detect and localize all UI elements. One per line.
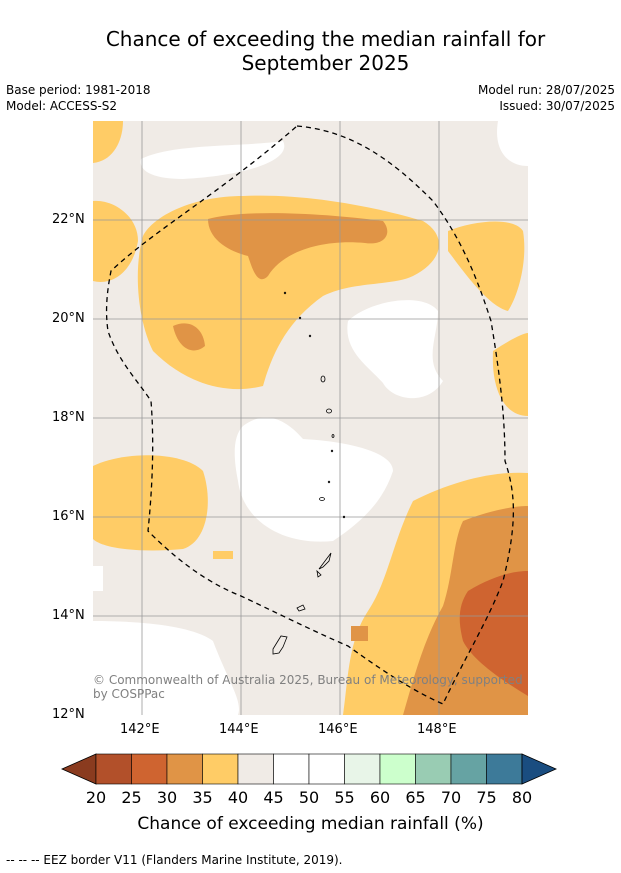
colorbar-swatch	[415, 753, 452, 785]
region-white-bottom-left	[93, 621, 239, 715]
map-panel	[93, 121, 528, 715]
colorbar-swatch	[486, 753, 523, 785]
x-tick-142: 142°E	[120, 722, 160, 737]
region-white-top-right	[497, 121, 528, 166]
colorbar-label: Chance of exceeding median rainfall (%)	[137, 814, 484, 834]
colorbar-tick-label: 20	[85, 788, 107, 807]
model-name: Model: ACCESS-S2	[6, 99, 118, 113]
colorbar-swatch	[237, 753, 274, 785]
region-orange-right-mid	[492, 333, 528, 416]
colorbar-tick-label: 75	[476, 788, 497, 807]
colorbar-tick-label: 30	[156, 788, 178, 807]
region-orange-left-top	[93, 200, 138, 282]
copyright-notice: © Commonwealth of Australia 2025, Bureau…	[93, 673, 523, 701]
colorbar-tick-label: 55	[334, 788, 355, 807]
model-run: Model run: 28/07/2025	[477, 83, 615, 97]
colorbar-under-arrow	[61, 753, 97, 785]
colorbar-over-arrow	[521, 753, 557, 785]
colorbar-tick-label: 80	[511, 788, 533, 807]
colorbar-swatch	[95, 753, 132, 785]
y-tick-18: 18°N	[52, 410, 85, 425]
x-tick-148: 148°E	[417, 722, 457, 737]
region-orange-small-spot	[213, 551, 233, 559]
y-tick-12: 12°N	[52, 707, 85, 722]
x-tick-146: 146°E	[318, 722, 358, 737]
region-white-center	[234, 417, 393, 542]
title-line-1: Chance of exceeding the median rainfall …	[105, 27, 546, 51]
y-tick-20: 20°N	[52, 311, 85, 326]
colorbar-swatch	[202, 753, 239, 785]
colorbar-tick-label: 50	[298, 788, 320, 807]
region-white-bottom-left-small	[93, 566, 103, 591]
title-line-2: September 2025	[241, 51, 410, 75]
region-white-right-mid	[347, 300, 443, 399]
colorbar-tick-label: 25	[121, 788, 142, 807]
region-red-southeast	[459, 571, 528, 696]
eez-border	[105, 125, 515, 705]
colorbar-swatch	[308, 753, 345, 785]
issued-date: Issued: 30/07/2025	[499, 99, 615, 113]
meta-left: Base period: 1981-2018 Model: ACCESS-S2	[6, 82, 151, 114]
x-tick-144: 144°E	[219, 722, 259, 737]
colorbar-tick-label: 65	[405, 788, 426, 807]
colorbar-swatch	[450, 753, 487, 785]
colorbar-swatch	[166, 753, 203, 785]
region-dark-orange-north	[208, 213, 388, 280]
map-svg	[93, 121, 528, 715]
colorbar-swatch	[273, 753, 310, 785]
colorbar	[61, 753, 557, 785]
region-dark-orange-small	[173, 323, 205, 351]
colorbar-tick-label: 70	[440, 788, 462, 807]
colorbar-tick-label: 40	[227, 788, 249, 807]
gridlines	[93, 121, 528, 715]
region-white-top-left	[140, 141, 285, 179]
colorbar-swatch	[344, 753, 381, 785]
y-tick-14: 14°N	[52, 608, 85, 623]
colorbar-tick-label: 60	[369, 788, 391, 807]
region-orange-north	[137, 195, 440, 390]
footer-note: -- -- -- EEZ border V11 (Flanders Marine…	[6, 853, 343, 867]
meta-right: Model run: 28/07/2025 Issued: 30/07/2025	[478, 82, 615, 114]
map-title: Chance of exceeding the median rainfall …	[0, 27, 621, 75]
region-dark-orange-small-se	[351, 626, 368, 641]
colorbar-swatch	[379, 753, 416, 785]
islands	[272, 291, 346, 655]
region-orange-right-upper	[448, 221, 525, 311]
colorbar-tick-label: 35	[192, 788, 213, 807]
y-tick-22: 22°N	[52, 212, 85, 227]
y-tick-16: 16°N	[52, 509, 85, 524]
colorbar-swatch	[131, 753, 168, 785]
region-orange-top-left-corner	[93, 121, 123, 163]
base-period: Base period: 1981-2018	[6, 83, 151, 97]
colorbar-tick-label: 45	[263, 788, 284, 807]
